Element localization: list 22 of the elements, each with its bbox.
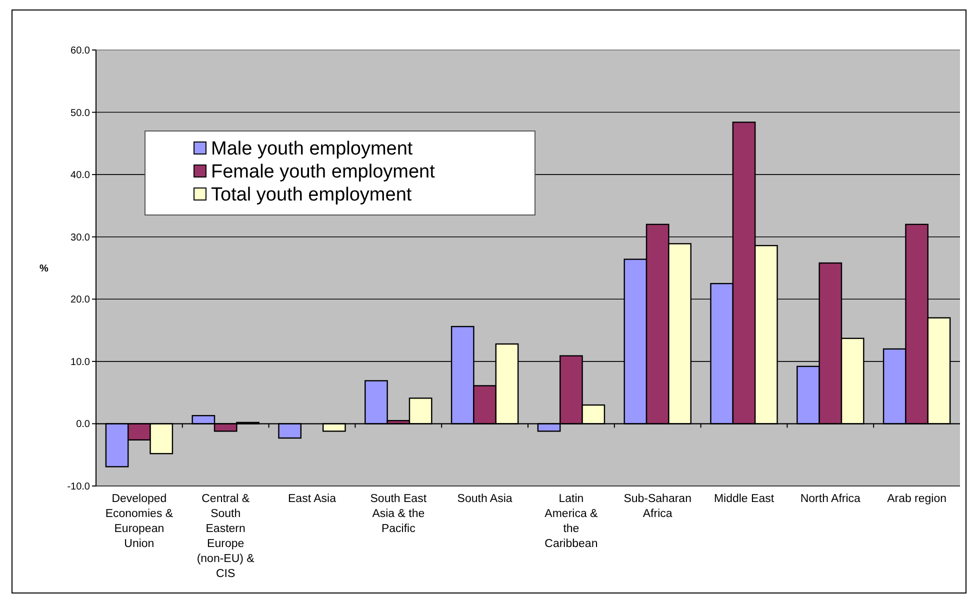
legend-label: Male youth employment bbox=[211, 138, 414, 160]
y-axis-title: % bbox=[40, 264, 49, 274]
legend-label: Total youth employment bbox=[211, 184, 412, 206]
x-tick-label: Developed Economies & European Union bbox=[105, 493, 174, 550]
x-tick-label: North Africa bbox=[800, 493, 862, 505]
y-tick-label: 50.0 bbox=[70, 108, 90, 119]
x-tick-label: South Asia bbox=[457, 493, 513, 505]
x-tick-label: East Asia bbox=[288, 493, 337, 505]
y-tick-label: -10.0 bbox=[67, 482, 90, 492]
y-tick-label: 10.0 bbox=[70, 356, 90, 368]
x-tick-label: Arab region bbox=[887, 493, 947, 505]
y-tick-label: 30.0 bbox=[70, 232, 90, 244]
legend-label: Female youth employment bbox=[211, 162, 436, 183]
y-tick-label: 20.0 bbox=[70, 294, 90, 306]
x-tick-label: Central & South Eastern Europe (non-EU) & CIS bbox=[196, 493, 255, 580]
x-tick-label: South East Asia & the Pacific bbox=[370, 493, 428, 535]
y-tick-label: 40.0 bbox=[70, 170, 90, 182]
y-tick-label: 0.0 bbox=[76, 419, 90, 430]
x-tick-label: Sub-Saharan Africa bbox=[624, 493, 692, 520]
x-tick-label: Latin America & the Caribbean bbox=[544, 493, 598, 550]
x-tick-label: Middle East bbox=[714, 493, 775, 505]
y-tick-label: 60.0 bbox=[70, 46, 90, 56]
